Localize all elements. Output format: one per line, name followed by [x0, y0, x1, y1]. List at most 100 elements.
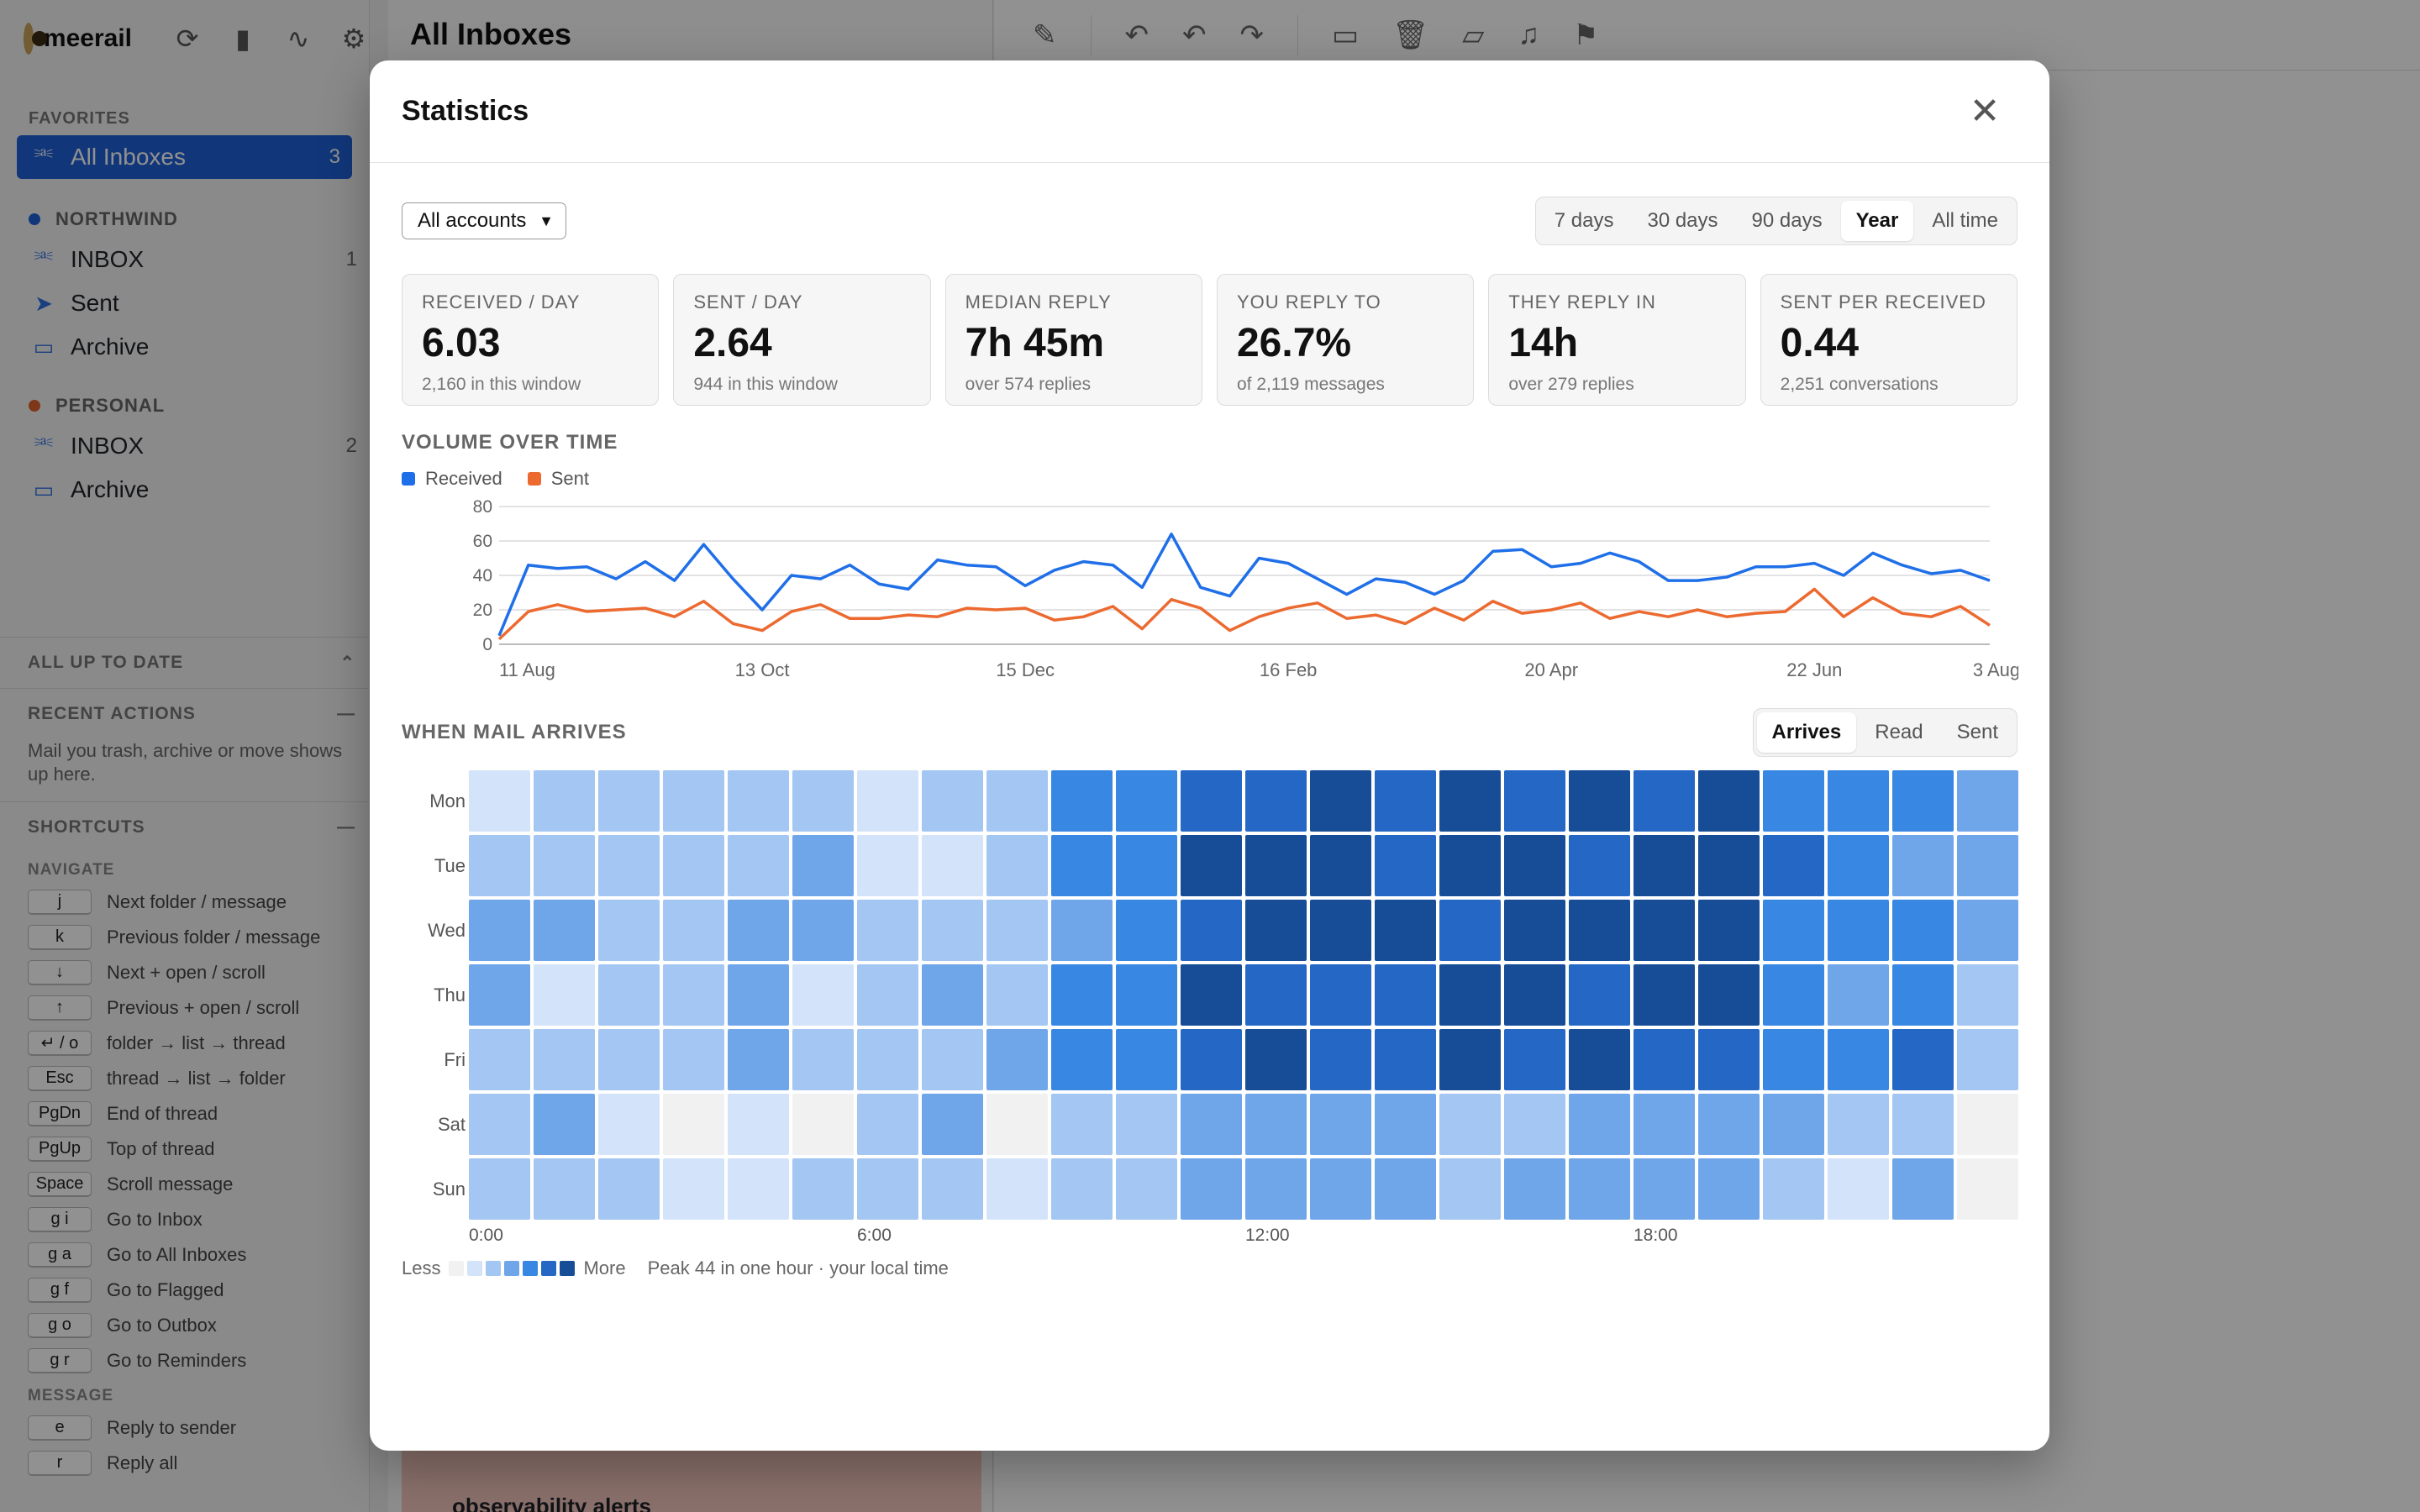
shortcut-row: r Reply all	[0, 1446, 369, 1481]
inbox-icon: ⎃	[34, 144, 53, 169]
legend-swatch	[527, 472, 541, 486]
heatmap-cell	[792, 964, 854, 1026]
statistics-icon[interactable]: ▮	[235, 24, 250, 54]
heatmap-cell	[598, 1029, 660, 1090]
sidebar-item-folder[interactable]: ➤ Sent	[0, 281, 369, 325]
shortcut-key: g i	[28, 1207, 92, 1232]
sidebar-item-folder[interactable]: ⎃ INBOX 1	[0, 238, 369, 281]
gear-icon[interactable]: ⚙	[341, 24, 366, 54]
trash-icon[interactable]: 🗑	[1392, 18, 1429, 51]
range-option[interactable]: 90 days	[1751, 209, 1823, 232]
shortcut-key: ↑	[28, 995, 92, 1021]
series-line-received	[497, 533, 1991, 637]
sidebar-item-all-inboxes[interactable]: ⎃ All Inboxes 3	[17, 135, 352, 179]
heatmap-mode-option[interactable]: Sent	[1956, 721, 1998, 743]
list-item[interactable]: observability alerts	[402, 1487, 981, 1512]
shortcut-key: k	[28, 925, 92, 950]
shortcut-row: Esc thread → list → folder	[0, 1061, 369, 1096]
activity-icon[interactable]: ∿	[287, 24, 310, 54]
compose-icon[interactable]: ✎	[1033, 18, 1057, 51]
heatmap-mode-selector: Arrives Read Sent	[1752, 708, 2018, 757]
navigate-group-title: NAVIGATE	[28, 861, 115, 879]
flag-icon[interactable]: ⚑	[1572, 18, 1599, 51]
shortcut-row: g o Go to Outbox	[0, 1308, 369, 1343]
kpi-value: 2.64	[693, 321, 772, 365]
heatmap-cell	[1828, 1094, 1889, 1155]
list-title: All Inboxes	[410, 17, 572, 51]
heatmap-cell	[792, 1094, 854, 1155]
reply-icon[interactable]: ↶	[1124, 18, 1150, 51]
heatmap-cell	[1763, 770, 1824, 832]
recent-actions-header[interactable]: RECENT ACTIONS —	[0, 689, 369, 739]
heatmap-cell	[792, 1029, 854, 1090]
heatmap-cell	[1504, 1094, 1565, 1155]
shortcut-desc: folder → list → thread	[107, 1032, 286, 1053]
heatmap-cell	[1375, 1029, 1436, 1090]
chevron-up-icon[interactable]: ⌃	[339, 653, 355, 673]
heatmap-cell	[1698, 1158, 1760, 1220]
range-selector: 7 days 30 days 90 days Year All time	[1534, 197, 2018, 245]
sidebar-item-folder[interactable]: ⎃ INBOX 2	[0, 424, 369, 468]
heatmap-cell	[986, 1029, 1048, 1090]
heatmap-cell	[663, 770, 724, 832]
account-select-value: All accounts	[418, 209, 527, 232]
heatmap-mode-option[interactable]: Arrives	[1756, 712, 1857, 753]
y-tick-label: 0	[482, 635, 492, 654]
range-option[interactable]: 30 days	[1647, 209, 1718, 232]
scale-swatch	[560, 1261, 576, 1276]
heatmap-cell	[469, 835, 530, 896]
heatmap-cell	[1569, 1158, 1630, 1220]
shortcut-desc: Previous folder / message	[107, 927, 321, 948]
kpi-subtext: over 574 replies	[965, 375, 1092, 394]
dialog-header: Statistics ✕	[370, 60, 2049, 163]
heatmap-cell	[1504, 1158, 1565, 1220]
close-icon[interactable]: ✕	[1969, 91, 2001, 132]
legend-label: Received	[425, 468, 502, 489]
heatmap-cell	[728, 900, 789, 961]
shortcut-desc: thread → list → folder	[107, 1068, 286, 1089]
collapse-icon[interactable]: —	[337, 704, 355, 723]
heatmap-cell	[922, 1094, 983, 1155]
range-option[interactable]: All time	[1932, 209, 1998, 232]
heatmap-cell	[1634, 1029, 1695, 1090]
account-header[interactable]: PERSONAL	[0, 387, 369, 424]
heatmap-cell	[534, 1094, 595, 1155]
account-header[interactable]: NORTHWIND	[0, 201, 369, 238]
volume-chart: 0 20 40 60 80 11 Aug 13 Oct 15 Dec 16 Feb 20 Apr 2…	[473, 497, 2018, 680]
status-panel[interactable]: ALL UP TO DATE ⌃	[0, 638, 369, 688]
heatmap-mode-option[interactable]: Read	[1875, 721, 1923, 743]
sidebar-item-folder[interactable]: ▭ Archive	[0, 468, 369, 512]
archive-icon[interactable]: ▭	[1332, 18, 1360, 51]
heatmap-cell	[1763, 1029, 1824, 1090]
hour-label: 0:00	[469, 1226, 503, 1245]
statistics-dialog: Statistics ✕ All accounts ▼ 7 days 30 day…	[370, 60, 2049, 1451]
heatmap-cell	[922, 835, 983, 896]
sidebar-item-label: INBOX	[71, 433, 145, 459]
heatmap-cell	[1957, 1029, 2018, 1090]
shortcuts-header[interactable]: SHORTCUTS —	[0, 802, 369, 853]
heatmap-cell	[1245, 1029, 1307, 1090]
heatmap-cell	[1181, 770, 1242, 832]
range-option[interactable]: 7 days	[1554, 209, 1614, 232]
heatmap-cell	[663, 835, 724, 896]
account-select[interactable]: All accounts ▼	[402, 202, 566, 239]
heatmap-cell	[598, 835, 660, 896]
sidebar-item-folder[interactable]: ▭ Archive	[0, 325, 369, 369]
heatmap-cell	[1310, 1158, 1371, 1220]
heatmap-cell	[469, 1029, 530, 1090]
collapse-icon[interactable]: —	[337, 817, 355, 837]
reply-all-icon[interactable]: ↶	[1182, 18, 1207, 51]
heatmap-cell	[1957, 835, 2018, 896]
heatmap-cell	[1116, 770, 1177, 832]
sidebar-tools: ⟳ ▮ ∿ ⚙	[172, 23, 369, 55]
kpi-subtext: of 2,119 messages	[1236, 375, 1385, 394]
move-folder-icon[interactable]: ▱	[1462, 18, 1485, 51]
forward-icon[interactable]: ↷	[1239, 18, 1265, 51]
recent-actions-body: Mail you trash, archive or move shows up…	[28, 740, 343, 785]
bell-icon[interactable]: ♫	[1518, 18, 1539, 50]
kpi-card: SENT PER RECEIVED 0.44 2,251 conversatio…	[1760, 274, 2018, 406]
x-tick-label: 3 Aug	[1973, 659, 2018, 680]
heatmap-cell	[1181, 900, 1242, 961]
refresh-icon[interactable]: ⟳	[176, 24, 199, 54]
range-option[interactable]: Year	[1840, 201, 1914, 241]
